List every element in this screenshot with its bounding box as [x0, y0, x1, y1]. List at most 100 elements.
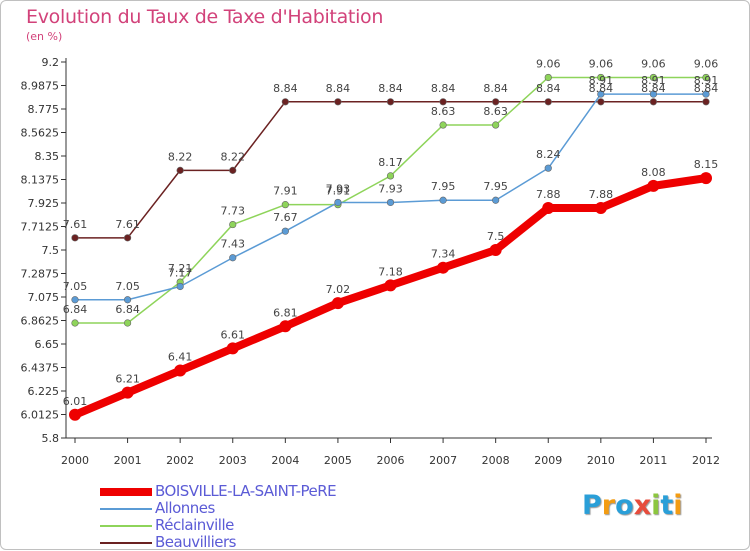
data-label: 6.21: [115, 373, 140, 386]
data-point: [702, 98, 710, 106]
data-label: 7.95: [431, 180, 456, 193]
y-tick-label: 8.35: [35, 150, 60, 163]
y-tick-label: 5.8: [42, 432, 60, 445]
x-tick-label: 2007: [429, 454, 457, 467]
data-label: 8.63: [483, 105, 508, 118]
logo-letter: i: [651, 490, 661, 521]
data-point: [71, 296, 79, 304]
data-label: 7.5: [487, 230, 505, 243]
legend-swatch: [100, 487, 152, 496]
data-point: [386, 98, 395, 106]
legend-swatch: [100, 541, 152, 544]
data-label: 6.41: [168, 351, 193, 364]
y-tick-label: 6.8625: [21, 315, 60, 328]
data-label: 9.06: [694, 57, 719, 70]
logo-letter: x: [633, 490, 652, 521]
data-label: 7.05: [63, 280, 88, 293]
y-tick-label: 6.65: [35, 338, 60, 351]
data-label: 9.06: [641, 57, 666, 70]
logo-letter: o: [615, 490, 634, 521]
data-label: 8.22: [221, 150, 246, 163]
data-label: 7.67: [273, 211, 298, 224]
data-point: [492, 98, 500, 106]
x-tick-label: 2012: [692, 454, 720, 467]
data-label: 8.84: [641, 82, 666, 95]
data-label: 7.17: [168, 266, 193, 279]
data-point: [544, 98, 552, 106]
data-point: [229, 220, 237, 229]
data-label: 8.91: [694, 74, 719, 87]
data-label: 7.21: [168, 262, 193, 275]
data-point: [702, 90, 710, 98]
x-tick-label: 2009: [534, 454, 562, 467]
data-label: 7.91: [326, 185, 351, 198]
data-label: 8.24: [536, 148, 561, 161]
data-point: [176, 166, 184, 174]
y-tick-label: 6.225: [28, 385, 60, 398]
logo-letter: P: [582, 490, 602, 521]
data-point: [334, 98, 342, 106]
series-line-0: [71, 174, 710, 419]
data-point: [384, 279, 397, 292]
data-point: [647, 179, 660, 192]
data-label: 7.05: [115, 280, 140, 293]
data-label: 8.84: [536, 82, 561, 95]
data-point: [489, 244, 502, 256]
legend-swatch: [100, 524, 152, 527]
data-label: 8.84: [378, 82, 403, 95]
data-point: [69, 408, 81, 421]
legend-label: BOISVILLE-LA-SAINT-PeRE: [155, 482, 337, 500]
legend-swatch: [100, 507, 152, 510]
data-point: [542, 201, 555, 214]
y-tick-label: 8.1375: [21, 174, 60, 187]
data-point: [594, 201, 607, 214]
data-label: 7.61: [115, 218, 140, 231]
data-point: [334, 198, 342, 207]
x-tick-label: 2000: [61, 454, 89, 467]
data-point: [123, 234, 132, 242]
data-point: [597, 90, 605, 98]
data-label: 6.81: [273, 306, 298, 319]
data-point: [331, 297, 344, 310]
data-label: 9.06: [589, 57, 614, 70]
y-tick-label: 7.075: [28, 291, 60, 304]
data-label: 8.84: [589, 82, 614, 95]
data-point: [123, 319, 132, 327]
x-tick-label: 2003: [219, 454, 247, 467]
data-point: [121, 386, 134, 399]
y-tick-label: 7.5: [42, 244, 60, 257]
data-label: 8.08: [641, 166, 666, 179]
x-tick-label: 2011: [639, 454, 667, 467]
data-label: 7.91: [273, 185, 298, 198]
data-point: [597, 98, 605, 106]
y-tick-label: 6.4375: [21, 362, 60, 375]
data-point: [492, 196, 500, 204]
series-line-3: [74, 101, 707, 239]
data-point: [649, 98, 658, 106]
data-label: 7.88: [536, 188, 561, 201]
y-tick-label: 7.2875: [21, 268, 60, 281]
data-label: 7.88: [589, 188, 614, 201]
data-point: [492, 121, 500, 129]
x-tick-label: 2004: [271, 454, 299, 467]
data-label: 7.73: [221, 205, 246, 218]
data-label: 7.34: [431, 248, 456, 261]
logo-letter: t: [660, 490, 674, 521]
data-label: 7.18: [378, 265, 403, 278]
data-point: [279, 320, 292, 333]
data-label: 8.22: [168, 150, 193, 163]
data-point: [281, 98, 289, 106]
data-point: [649, 90, 658, 98]
data-label: 8.84: [326, 82, 351, 95]
y-tick-label: 9.2: [42, 56, 60, 69]
data-point: [544, 164, 552, 172]
data-label: 7.93: [378, 182, 403, 195]
data-label: 6.61: [221, 328, 246, 341]
x-tick-label: 2006: [377, 454, 405, 467]
data-point: [226, 342, 239, 355]
x-tick-label: 2002: [166, 454, 194, 467]
data-label: 7.02: [326, 283, 351, 296]
data-point: [649, 73, 658, 82]
